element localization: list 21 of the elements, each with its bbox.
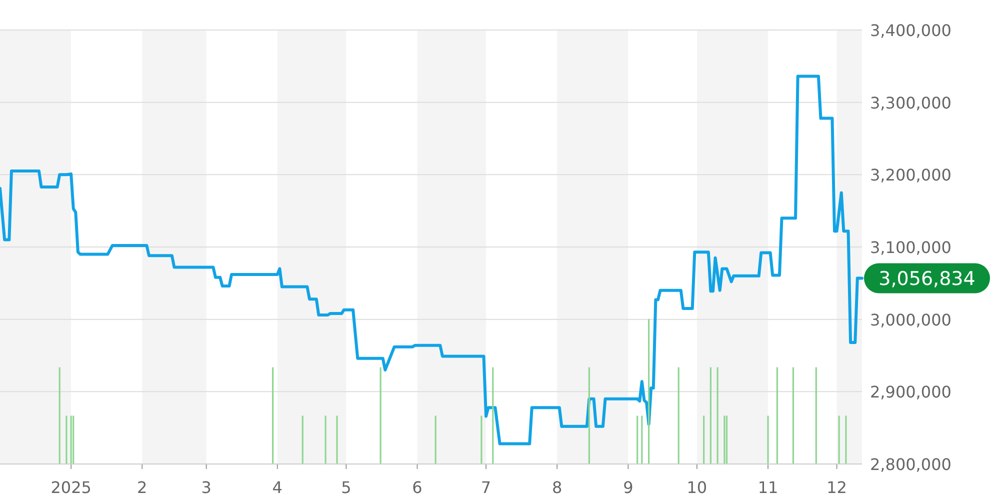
x-tick-label: 11 [758,478,778,497]
x-tick-label: 7 [480,478,492,497]
x-tick-label: 4 [272,478,282,497]
line-series [0,74,864,446]
y-tick-label: 3,000,000 [870,310,952,330]
x-tick-label: 10 [686,478,708,497]
y-tick-label: 2,900,000 [870,382,952,402]
x-tick-label: 6 [412,478,422,497]
y-tick-label: 3,400,000 [870,21,952,40]
y-tick-label: 2,800,000 [870,455,952,474]
y-tick-label: 3,200,000 [870,166,952,185]
x-tick-label: 8 [552,478,562,497]
x-tick-label: 12 [826,478,847,497]
x-tick-label: 2 [137,478,148,497]
annotation: 3,056,834 [878,268,976,290]
x-tick-label: 9 [623,478,634,497]
y-tick-label: 3,300,000 [870,93,952,112]
x-tick-label: 5 [341,478,352,497]
y-tick-label: 3,100,000 [870,238,952,257]
x-tick-label: 3 [201,478,212,497]
x-tick-label: 2025 [50,478,92,497]
